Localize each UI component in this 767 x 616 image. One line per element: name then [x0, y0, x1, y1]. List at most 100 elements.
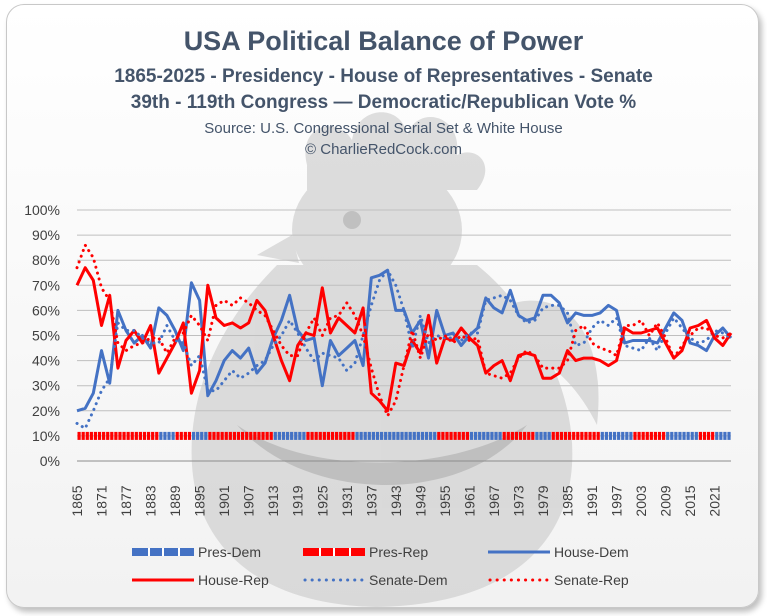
- pres-dem-mark: [388, 431, 392, 440]
- pres-rep-mark: [118, 431, 122, 440]
- x-tick-label: 1967: [486, 485, 502, 516]
- pres-rep-mark: [106, 431, 110, 440]
- pres-rep-mark: [102, 431, 106, 440]
- pres-rep-mark: [584, 431, 588, 440]
- legend-swatch-gap: [178, 548, 180, 556]
- pres-rep-mark: [151, 431, 155, 440]
- pres-dem-mark: [727, 431, 731, 440]
- x-tick-label: 1913: [265, 485, 281, 516]
- pres-dem-mark: [621, 431, 625, 440]
- pres-rep-mark: [351, 431, 355, 440]
- pres-dem-mark: [478, 431, 482, 440]
- pres-rep-mark: [347, 431, 351, 440]
- pres-rep-mark: [212, 431, 216, 440]
- pres-rep-mark: [326, 431, 331, 440]
- pres-rep-mark: [81, 431, 85, 440]
- legend-swatch-gap: [162, 548, 164, 556]
- pres-dem-mark: [416, 431, 420, 440]
- pres-dem-mark: [200, 431, 204, 440]
- gridlines: [77, 209, 731, 462]
- y-axis-ticks: 0% 10% 20% 30% 40% 50% 60% 70% 80% 90% 100%: [24, 202, 60, 469]
- x-tick-label: 1865: [69, 485, 85, 516]
- x-tick-label: 1901: [216, 485, 232, 516]
- chart-title: USA Political Balance of Power: [183, 26, 584, 56]
- x-tick-label: 1997: [609, 485, 625, 516]
- pres-rep-mark: [138, 431, 143, 440]
- x-tick-label: 1961: [461, 485, 477, 516]
- pres-rep-mark: [110, 431, 114, 440]
- pres-dem-mark: [604, 431, 608, 440]
- y-tick-label: 0%: [40, 453, 60, 469]
- x-tick-label: 1937: [363, 485, 379, 516]
- pres-rep-mark: [175, 431, 179, 440]
- x-tick-label: 1931: [339, 485, 355, 516]
- pres-rep-mark: [85, 431, 89, 440]
- pres-rep-mark: [265, 431, 269, 440]
- y-tick-label: 90%: [32, 227, 60, 243]
- pres-dem-mark: [629, 431, 633, 440]
- pres-rep-mark: [318, 431, 322, 440]
- pres-dem-mark: [674, 431, 678, 440]
- y-tick-label: 10%: [32, 428, 60, 444]
- pres-rep-mark: [457, 431, 461, 440]
- x-tick-label: 2021: [707, 485, 723, 516]
- pres-rep-mark: [220, 431, 224, 440]
- pres-dem-mark: [412, 431, 416, 440]
- pres-dem-mark: [482, 431, 486, 440]
- x-tick-label: 1943: [388, 485, 404, 516]
- pres-rep-mark: [445, 431, 449, 440]
- pres-rep-mark: [645, 431, 649, 440]
- pres-rep-mark: [232, 431, 237, 440]
- pres-dem-mark: [277, 431, 281, 440]
- legend-swatch-gap: [148, 548, 150, 556]
- legend-label-pres-rep: Pres-Rep: [369, 544, 428, 560]
- x-tick-label: 1925: [314, 485, 330, 516]
- pres-rep-mark: [330, 431, 335, 440]
- x-tick-label: 2015: [682, 485, 698, 516]
- pres-rep-mark: [588, 431, 592, 440]
- pres-rep-mark: [183, 431, 187, 440]
- pres-dem-mark: [535, 431, 539, 440]
- pres-rep-mark: [437, 431, 441, 440]
- senate-dem-line: [75, 268, 733, 430]
- pres-rep-mark: [146, 431, 151, 440]
- pres-dem-mark: [490, 431, 494, 440]
- pres-rep-mark: [142, 431, 147, 440]
- x-tick-label: 1877: [118, 485, 134, 516]
- pres-rep-mark: [559, 431, 564, 440]
- pres-rep-mark: [343, 431, 347, 440]
- pres-rep-mark: [306, 431, 310, 440]
- pres-rep-mark: [93, 431, 98, 440]
- pres-rep-mark: [698, 431, 702, 440]
- pres-dem-mark: [723, 431, 727, 440]
- pres-rep-mark: [702, 431, 707, 440]
- pres-rep-mark: [314, 431, 318, 440]
- y-tick-label: 40%: [32, 353, 60, 369]
- pres-dem-mark: [429, 431, 433, 440]
- pres-dem-mark: [719, 431, 723, 440]
- pres-dem-mark: [196, 431, 200, 440]
- x-tick-label: 2003: [633, 485, 649, 516]
- pres-rep-mark: [563, 431, 568, 440]
- pres-rep-mark: [187, 431, 192, 440]
- pres-rep-mark: [555, 431, 559, 440]
- pres-rep-mark: [269, 431, 273, 440]
- pres-rep-mark: [249, 431, 253, 440]
- pres-rep-mark: [179, 431, 183, 440]
- pres-rep-mark: [89, 431, 93, 440]
- pres-dem-mark: [608, 431, 613, 440]
- y-tick-label: 100%: [24, 202, 60, 218]
- pres-dem-mark: [715, 431, 719, 440]
- pres-rep-mark: [653, 431, 658, 440]
- pres-dem-mark: [494, 431, 498, 440]
- legend-label-pres-dem: Pres-Dem: [198, 544, 261, 560]
- pres-rep-mark: [122, 431, 126, 440]
- legend-label-house-dem: House-Dem: [554, 544, 629, 560]
- pres-dem-mark: [204, 431, 208, 440]
- x-tick-label: 2009: [658, 485, 674, 516]
- pres-rep-mark: [208, 431, 212, 440]
- legend-swatch-gap: [333, 548, 335, 556]
- pres-dem-mark: [298, 431, 302, 440]
- pres-dem-mark: [486, 431, 490, 440]
- pres-rep-mark: [310, 431, 314, 440]
